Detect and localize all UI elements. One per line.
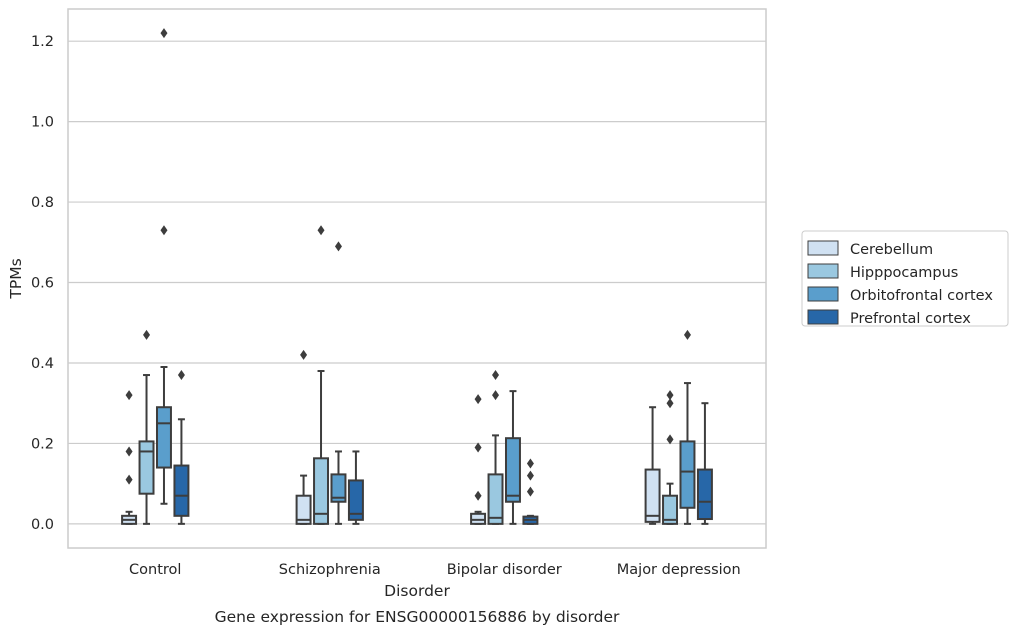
x-tick-label: Bipolar disorder <box>447 562 562 578</box>
outlier-point <box>474 442 482 453</box>
box-cerebellum <box>470 394 487 525</box>
legend-label: Prefrontal cortex <box>850 311 971 327</box>
box-hipppocampus <box>487 370 504 525</box>
box-iqr <box>295 494 312 525</box>
outlier-point <box>474 394 482 405</box>
box-orbitofrontal-cortex <box>155 28 172 505</box>
y-tick-label: 1.2 <box>31 34 54 50</box>
outlier-point <box>125 390 133 401</box>
outlier-point <box>666 434 674 445</box>
legend-frame <box>801 230 1009 327</box>
box-iqr <box>470 512 487 525</box>
outlier-point <box>666 390 674 401</box>
box-hipppocampus <box>138 329 155 525</box>
legend-swatch <box>807 263 839 279</box>
legend-label: Orbitofrontal cortex <box>850 288 993 304</box>
y-tick-label: 0.8 <box>31 195 54 211</box>
box-iqr <box>679 440 696 509</box>
box-cerebellum <box>121 390 138 525</box>
box-prefrontal-cortex <box>696 402 713 525</box>
outlier-point <box>125 474 133 485</box>
box-iqr <box>644 468 661 523</box>
outlier-point <box>526 486 534 497</box>
y-tick-label: 1.0 <box>31 115 54 131</box>
outlier-point <box>177 370 185 381</box>
legend-swatch <box>807 286 839 302</box>
box-cerebellum <box>295 349 312 525</box>
outlier-point <box>683 329 691 340</box>
x-tick-label: Schizophrenia <box>279 562 381 578</box>
plot-marks <box>121 28 713 525</box>
outlier-point <box>492 390 500 401</box>
box-iqr <box>347 479 364 521</box>
x-axis-title: Disorder <box>384 582 450 600</box>
outlier-point <box>143 329 151 340</box>
outlier-point <box>160 225 168 236</box>
outlier-point <box>317 225 325 236</box>
y-tick-label: 0.6 <box>31 276 54 292</box>
box-iqr <box>504 437 521 503</box>
y-tick-label: 0.0 <box>31 517 54 533</box>
legend: Cerebellum Hipppocampus Orbitofrontal cort… <box>801 230 1009 327</box>
box-hipppocampus <box>313 225 330 525</box>
x-axis-ticks: Control Schizophrenia Bipolar disorder Majo… <box>129 562 741 578</box>
legend-swatch <box>807 309 839 325</box>
box-iqr <box>330 473 347 503</box>
box-orbitofrontal-cortex <box>330 241 347 525</box>
y-tick-label: 0.2 <box>31 436 54 452</box>
legend-swatch <box>807 240 839 256</box>
box-iqr <box>696 468 713 521</box>
plot-frame <box>67 8 767 549</box>
box-iqr <box>155 406 172 469</box>
box-prefrontal-cortex <box>522 458 539 525</box>
outlier-point <box>526 470 534 481</box>
x-tick-label: Control <box>129 562 181 578</box>
outlier-point <box>474 490 482 501</box>
outlier-point <box>160 28 168 39</box>
legend-label: Hipppocampus <box>850 265 958 281</box>
outlier-point <box>666 398 674 409</box>
legend-label: Cerebellum <box>850 242 933 258</box>
outlier-point <box>492 370 500 381</box>
outlier-point <box>125 446 133 457</box>
outlier-point <box>526 458 534 469</box>
box-orbitofrontal-cortex <box>504 390 521 525</box>
y-tick-label: 0.4 <box>31 356 54 372</box>
y-axis-ticks: 0.0 0.2 0.4 0.6 0.8 1.0 1.2 <box>31 34 54 533</box>
box-iqr <box>173 464 190 517</box>
outlier-point <box>300 349 308 360</box>
outlier-point <box>334 241 342 252</box>
box-iqr <box>487 473 504 525</box>
box-prefrontal-cortex <box>347 450 364 525</box>
box-prefrontal-cortex <box>173 370 190 525</box>
y-axis-title: TPMs <box>7 258 25 299</box>
grid-lines <box>68 40 766 525</box>
box-iqr <box>138 440 155 495</box>
box-iqr <box>313 457 330 525</box>
box-hipppocampus <box>662 390 679 525</box>
box-iqr <box>662 494 679 525</box>
x-tick-label: Major depression <box>617 562 741 578</box>
chart-caption: Gene expression for ENSG00000156886 by d… <box>215 608 620 626</box>
box-orbitofrontal-cortex <box>679 329 696 525</box>
box-cerebellum <box>644 406 661 525</box>
